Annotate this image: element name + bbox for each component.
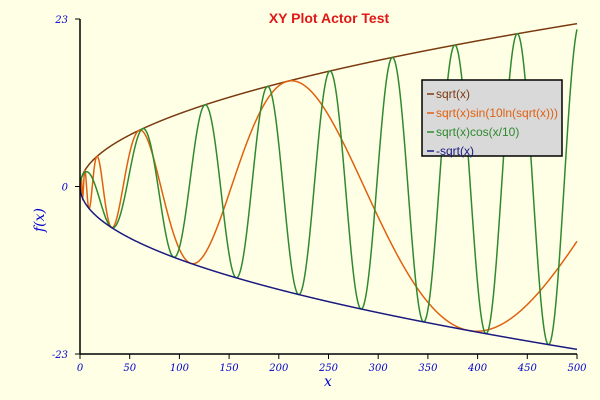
x-tick-label-2: 100: [170, 363, 190, 374]
x-tick-label-8: 400: [467, 363, 488, 374]
x-tick-label-5: 250: [318, 363, 339, 374]
x-tick-label-6: 300: [369, 363, 389, 374]
y-axis-label: f(x): [32, 208, 48, 233]
y-tick-label-1: 0: [62, 183, 69, 194]
x-tick-label-9: 450: [517, 363, 538, 374]
x-tick-label-4: 200: [268, 363, 289, 374]
legend-box: [421, 79, 563, 157]
series-line-3: [79, 29, 578, 346]
x-axis-label: x: [324, 374, 332, 390]
x-tick-label-0: 0: [77, 363, 84, 374]
x-tick-label-3: 150: [220, 363, 240, 374]
y-tick-label-2: -23: [52, 350, 68, 361]
series-layer: [79, 22, 578, 351]
legend: sqrt(x) sqrt(x)sin(10ln(sqrt(x))) sqrt(x)c…: [421, 79, 563, 158]
legend-label-4: -sqrt(x): [436, 144, 474, 158]
x-tick-label-10: 500: [567, 363, 587, 374]
x-tick-label-1: 50: [123, 363, 136, 374]
x-tick-label-7: 350: [418, 363, 438, 374]
chart-title: XY Plot Actor Test: [269, 10, 390, 26]
y-ticks: 23 0 -23: [52, 15, 80, 361]
legend-label-3: sqrt(x)cos(x/10): [436, 125, 519, 139]
legend-label-2: sqrt(x)sin(10ln(sqrt(x))): [436, 106, 558, 120]
legend-label-1: sqrt(x): [436, 87, 470, 101]
series-line-2: [79, 80, 578, 332]
y-tick-label-0: 23: [54, 15, 68, 26]
legend-items: sqrt(x) sqrt(x)sin(10ln(sqrt(x))) sqrt(x)c…: [427, 87, 558, 158]
series-line-4: [79, 188, 578, 351]
x-ticks: 0 50 100 150 200 250 300 350 400 450 500: [77, 354, 587, 374]
